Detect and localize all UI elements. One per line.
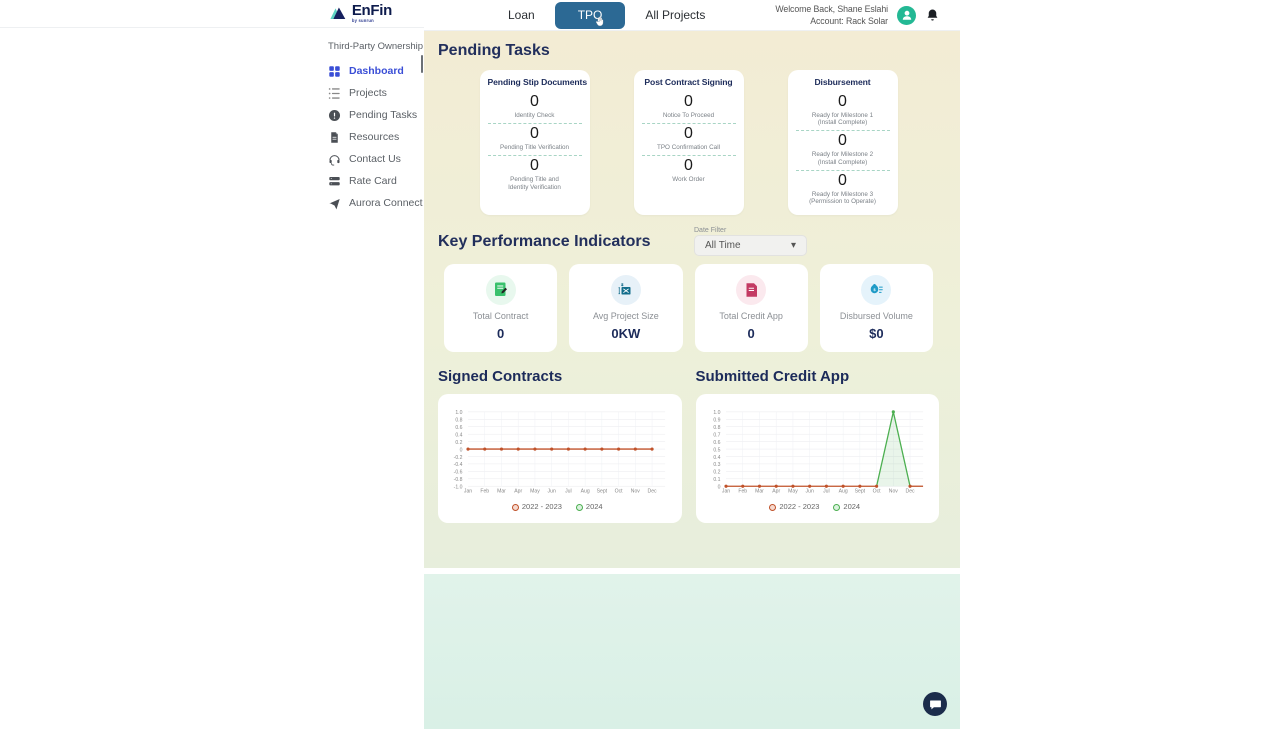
- svg-text:Feb: Feb: [738, 489, 747, 495]
- svg-text:1.0: 1.0: [713, 410, 720, 416]
- svg-text:0.4: 0.4: [455, 433, 462, 439]
- svg-text:0: 0: [717, 485, 720, 491]
- svg-text:0.6: 0.6: [455, 425, 462, 431]
- svg-text:May: May: [788, 489, 798, 495]
- svg-text:Oct: Oct: [615, 489, 624, 495]
- svg-text:Jul: Jul: [823, 489, 830, 495]
- svg-text:0.8: 0.8: [713, 425, 720, 431]
- svg-text:Feb: Feb: [480, 489, 489, 495]
- svg-text:0.1: 0.1: [713, 477, 720, 483]
- svg-text:Jun: Jun: [805, 489, 813, 495]
- svg-text:Sept: Sept: [854, 489, 865, 495]
- svg-text:-0.4: -0.4: [454, 463, 463, 469]
- svg-text:0.3: 0.3: [713, 463, 720, 469]
- svg-text:1.0: 1.0: [455, 410, 462, 416]
- svg-text:May: May: [530, 489, 540, 495]
- svg-text:-0.6: -0.6: [454, 470, 463, 476]
- svg-text:0.5: 0.5: [713, 448, 720, 454]
- svg-text:Dec: Dec: [648, 489, 658, 495]
- svg-text:0.4: 0.4: [713, 455, 720, 461]
- svg-text:Dec: Dec: [905, 489, 915, 495]
- svg-text:Jan: Jan: [464, 489, 472, 495]
- svg-text:0.2: 0.2: [713, 470, 720, 476]
- svg-text:Oct: Oct: [872, 489, 881, 495]
- svg-text:0.9: 0.9: [713, 418, 720, 424]
- svg-text:-1.0: -1.0: [454, 485, 463, 491]
- svg-text:Aug: Aug: [581, 489, 590, 495]
- svg-text:0.2: 0.2: [455, 440, 462, 446]
- svg-text:-0.2: -0.2: [454, 455, 463, 461]
- svg-text:Mar: Mar: [755, 489, 764, 495]
- svg-text:0.6: 0.6: [713, 440, 720, 446]
- svg-text:Jun: Jun: [548, 489, 556, 495]
- svg-text:0.7: 0.7: [713, 433, 720, 439]
- svg-text:Jul: Jul: [565, 489, 572, 495]
- svg-text:Apr: Apr: [772, 489, 780, 495]
- svg-text:-0.8: -0.8: [454, 477, 463, 483]
- svg-text:Nov: Nov: [888, 489, 898, 495]
- svg-text:Aug: Aug: [838, 489, 847, 495]
- svg-text:0.8: 0.8: [455, 418, 462, 424]
- svg-text:Mar: Mar: [497, 489, 506, 495]
- svg-text:Apr: Apr: [514, 489, 522, 495]
- svg-text:0: 0: [460, 448, 463, 454]
- svg-text:Jan: Jan: [721, 489, 729, 495]
- svg-text:Nov: Nov: [631, 489, 641, 495]
- svg-text:Sept: Sept: [597, 489, 608, 495]
